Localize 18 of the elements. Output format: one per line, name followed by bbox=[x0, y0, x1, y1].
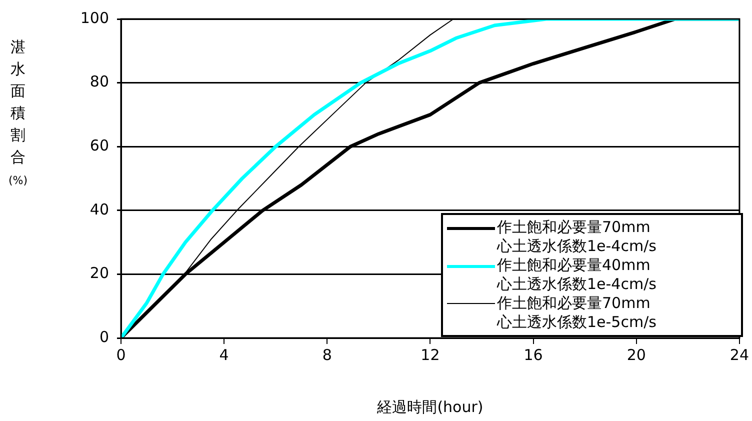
legend-label: 作土飽和必要量70mm 心土透水係数1e-4cm/s bbox=[497, 218, 658, 256]
y-tick-label: 20 bbox=[90, 264, 109, 282]
x-tick-label: 4 bbox=[219, 346, 229, 364]
x-tick-label: 12 bbox=[420, 346, 440, 364]
x-axis-title: 経過時間(hour) bbox=[376, 398, 484, 416]
x-tick-label: 0 bbox=[116, 346, 126, 364]
y-tick-label: 40 bbox=[90, 200, 109, 218]
text: 湛水面積割合(%) bbox=[8, 38, 28, 187]
legend-label: 作土飽和必要量70mm 心土透水係数1e-5cm/s bbox=[497, 294, 658, 332]
x-tick-label: 8 bbox=[322, 346, 332, 364]
y-tick-label: 100 bbox=[80, 8, 109, 27]
legend-label: 作土飽和必要量40mm 心土透水係数1e-4cm/s bbox=[497, 256, 658, 294]
x-tick-label: 20 bbox=[626, 346, 646, 364]
y-tick-label: 80 bbox=[90, 72, 109, 91]
x-tick-label: 16 bbox=[524, 346, 543, 364]
x-tick-label: 24 bbox=[730, 346, 750, 364]
y-tick-label: 60 bbox=[90, 136, 109, 154]
y-tick-label: 0 bbox=[99, 328, 109, 346]
